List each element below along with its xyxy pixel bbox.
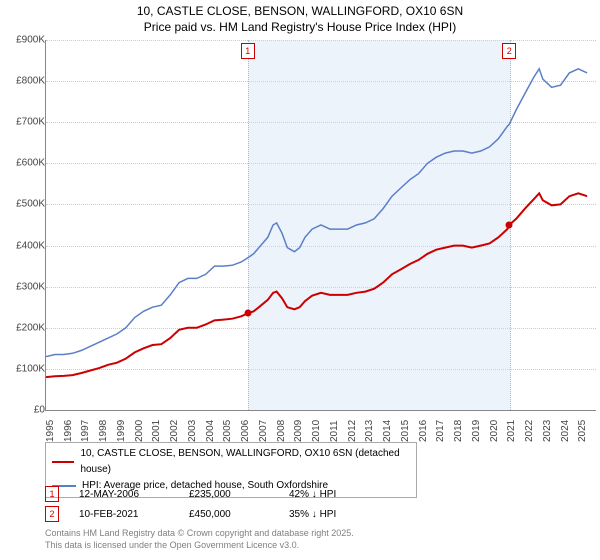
x-tick-label: 2003 <box>187 420 198 442</box>
sale-row-tag: 1 <box>45 486 59 502</box>
x-tick-label: 2024 <box>560 420 571 442</box>
x-tick-label: 2022 <box>524 420 535 442</box>
legend-item: 10, CASTLE CLOSE, BENSON, WALLINGFORD, O… <box>52 446 410 478</box>
x-tick-label: 2002 <box>169 420 180 442</box>
x-tick-label: 2010 <box>311 420 322 442</box>
y-tick-label: £600K <box>5 158 45 169</box>
y-tick-label: £700K <box>5 117 45 128</box>
x-tick-label: 2014 <box>382 420 393 442</box>
x-tick-label: 2006 <box>240 420 251 442</box>
x-tick-label: 1995 <box>45 420 56 442</box>
y-tick-label: £0 <box>5 405 45 416</box>
x-tick-label: 1997 <box>80 420 91 442</box>
plot-area: 12 <box>45 40 596 411</box>
legend-swatch <box>52 461 74 463</box>
x-tick-label: 2023 <box>542 420 553 442</box>
legend-label: 10, CASTLE CLOSE, BENSON, WALLINGFORD, O… <box>80 446 410 478</box>
sale-price: £450,000 <box>189 509 269 520</box>
y-tick-label: £800K <box>5 76 45 87</box>
footer-line1: Contains HM Land Registry data © Crown c… <box>45 528 354 540</box>
y-tick-label: £100K <box>5 363 45 374</box>
chart-container: 10, CASTLE CLOSE, BENSON, WALLINGFORD, O… <box>0 0 600 560</box>
y-tick-label: £200K <box>5 322 45 333</box>
x-tick-label: 2018 <box>453 420 464 442</box>
y-tick-label: £500K <box>5 199 45 210</box>
sale-delta: 42% ↓ HPI <box>289 489 379 500</box>
x-tick-label: 1996 <box>63 420 74 442</box>
sale-date: 10-FEB-2021 <box>79 509 169 520</box>
x-tick-label: 2021 <box>506 420 517 442</box>
footer: Contains HM Land Registry data © Crown c… <box>45 528 354 551</box>
x-tick-label: 2017 <box>435 420 446 442</box>
chart-title: 10, CASTLE CLOSE, BENSON, WALLINGFORD, O… <box>0 0 600 35</box>
series-line <box>46 69 587 357</box>
title-line1: 10, CASTLE CLOSE, BENSON, WALLINGFORD, O… <box>0 4 600 20</box>
series-line <box>46 193 587 377</box>
x-tick-label: 2005 <box>222 420 233 442</box>
x-tick-label: 2016 <box>418 420 429 442</box>
sale-marker-tag: 1 <box>241 43 255 59</box>
x-tick-label: 2013 <box>364 420 375 442</box>
x-tick-label: 1999 <box>116 420 127 442</box>
x-tick-label: 2015 <box>400 420 411 442</box>
x-tick-label: 2025 <box>577 420 588 442</box>
x-tick-label: 2011 <box>329 420 340 442</box>
x-tick-label: 2001 <box>151 420 162 442</box>
sale-marker-dot <box>506 222 513 229</box>
x-tick-label: 2008 <box>276 420 287 442</box>
sale-price: £235,000 <box>189 489 269 500</box>
x-tick-label: 1998 <box>98 420 109 442</box>
footer-line2: This data is licensed under the Open Gov… <box>45 540 354 552</box>
sale-marker-tag: 2 <box>502 43 516 59</box>
title-line2: Price paid vs. HM Land Registry's House … <box>0 20 600 36</box>
x-tick-label: 2019 <box>471 420 482 442</box>
sale-date: 12-MAY-2006 <box>79 489 169 500</box>
sale-row: 2 10-FEB-2021 £450,000 35% ↓ HPI <box>45 504 379 524</box>
y-tick-label: £900K <box>5 35 45 46</box>
x-tick-label: 2000 <box>134 420 145 442</box>
series-layer <box>46 40 596 410</box>
x-tick-label: 2004 <box>205 420 216 442</box>
x-tick-label: 2020 <box>489 420 500 442</box>
sale-delta: 35% ↓ HPI <box>289 509 379 520</box>
sales-table: 1 12-MAY-2006 £235,000 42% ↓ HPI 2 10-FEB-202… <box>45 484 379 524</box>
x-tick-label: 2009 <box>293 420 304 442</box>
y-tick-label: £400K <box>5 240 45 251</box>
x-tick-label: 2007 <box>258 420 269 442</box>
sale-row-tag: 2 <box>45 506 59 522</box>
y-tick-label: £300K <box>5 281 45 292</box>
sale-marker-dot <box>244 310 251 317</box>
sale-row: 1 12-MAY-2006 £235,000 42% ↓ HPI <box>45 484 379 504</box>
x-tick-label: 2012 <box>347 420 358 442</box>
